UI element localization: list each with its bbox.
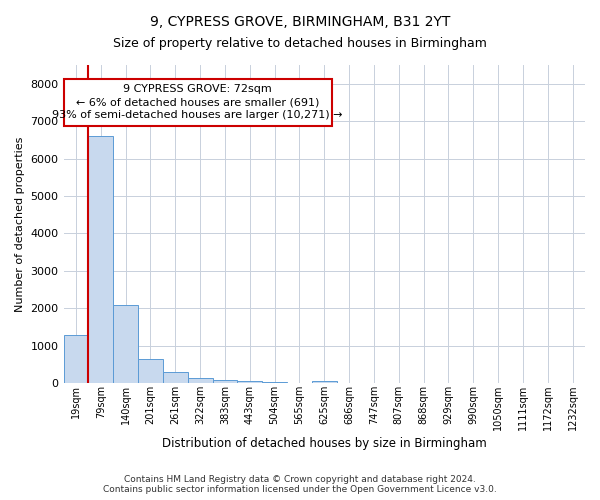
Bar	[88, 136, 113, 383]
Bar	[188, 378, 212, 383]
Text: 93% of semi-detached houses are larger (10,271) →: 93% of semi-detached houses are larger (…	[52, 110, 343, 120]
Text: Contains public sector information licensed under the Open Government Licence v3: Contains public sector information licen…	[103, 484, 497, 494]
Text: 9, CYPRESS GROVE, BIRMINGHAM, B31 2YT: 9, CYPRESS GROVE, BIRMINGHAM, B31 2YT	[150, 15, 450, 29]
Bar	[163, 372, 188, 383]
Bar	[238, 380, 262, 383]
Text: Contains HM Land Registry data © Crown copyright and database right 2024.: Contains HM Land Registry data © Crown c…	[124, 474, 476, 484]
Text: ← 6% of detached houses are smaller (691): ← 6% of detached houses are smaller (691…	[76, 98, 319, 108]
Bar	[64, 79, 332, 126]
X-axis label: Distribution of detached houses by size in Birmingham: Distribution of detached houses by size …	[162, 437, 487, 450]
Bar	[212, 380, 238, 383]
Y-axis label: Number of detached properties: Number of detached properties	[15, 136, 25, 312]
Text: Size of property relative to detached houses in Birmingham: Size of property relative to detached ho…	[113, 38, 487, 51]
Bar	[312, 380, 337, 383]
Bar	[64, 334, 88, 383]
Bar	[113, 304, 138, 383]
Bar	[262, 382, 287, 383]
Text: 9 CYPRESS GROVE: 72sqm: 9 CYPRESS GROVE: 72sqm	[123, 84, 272, 94]
Bar	[138, 359, 163, 383]
